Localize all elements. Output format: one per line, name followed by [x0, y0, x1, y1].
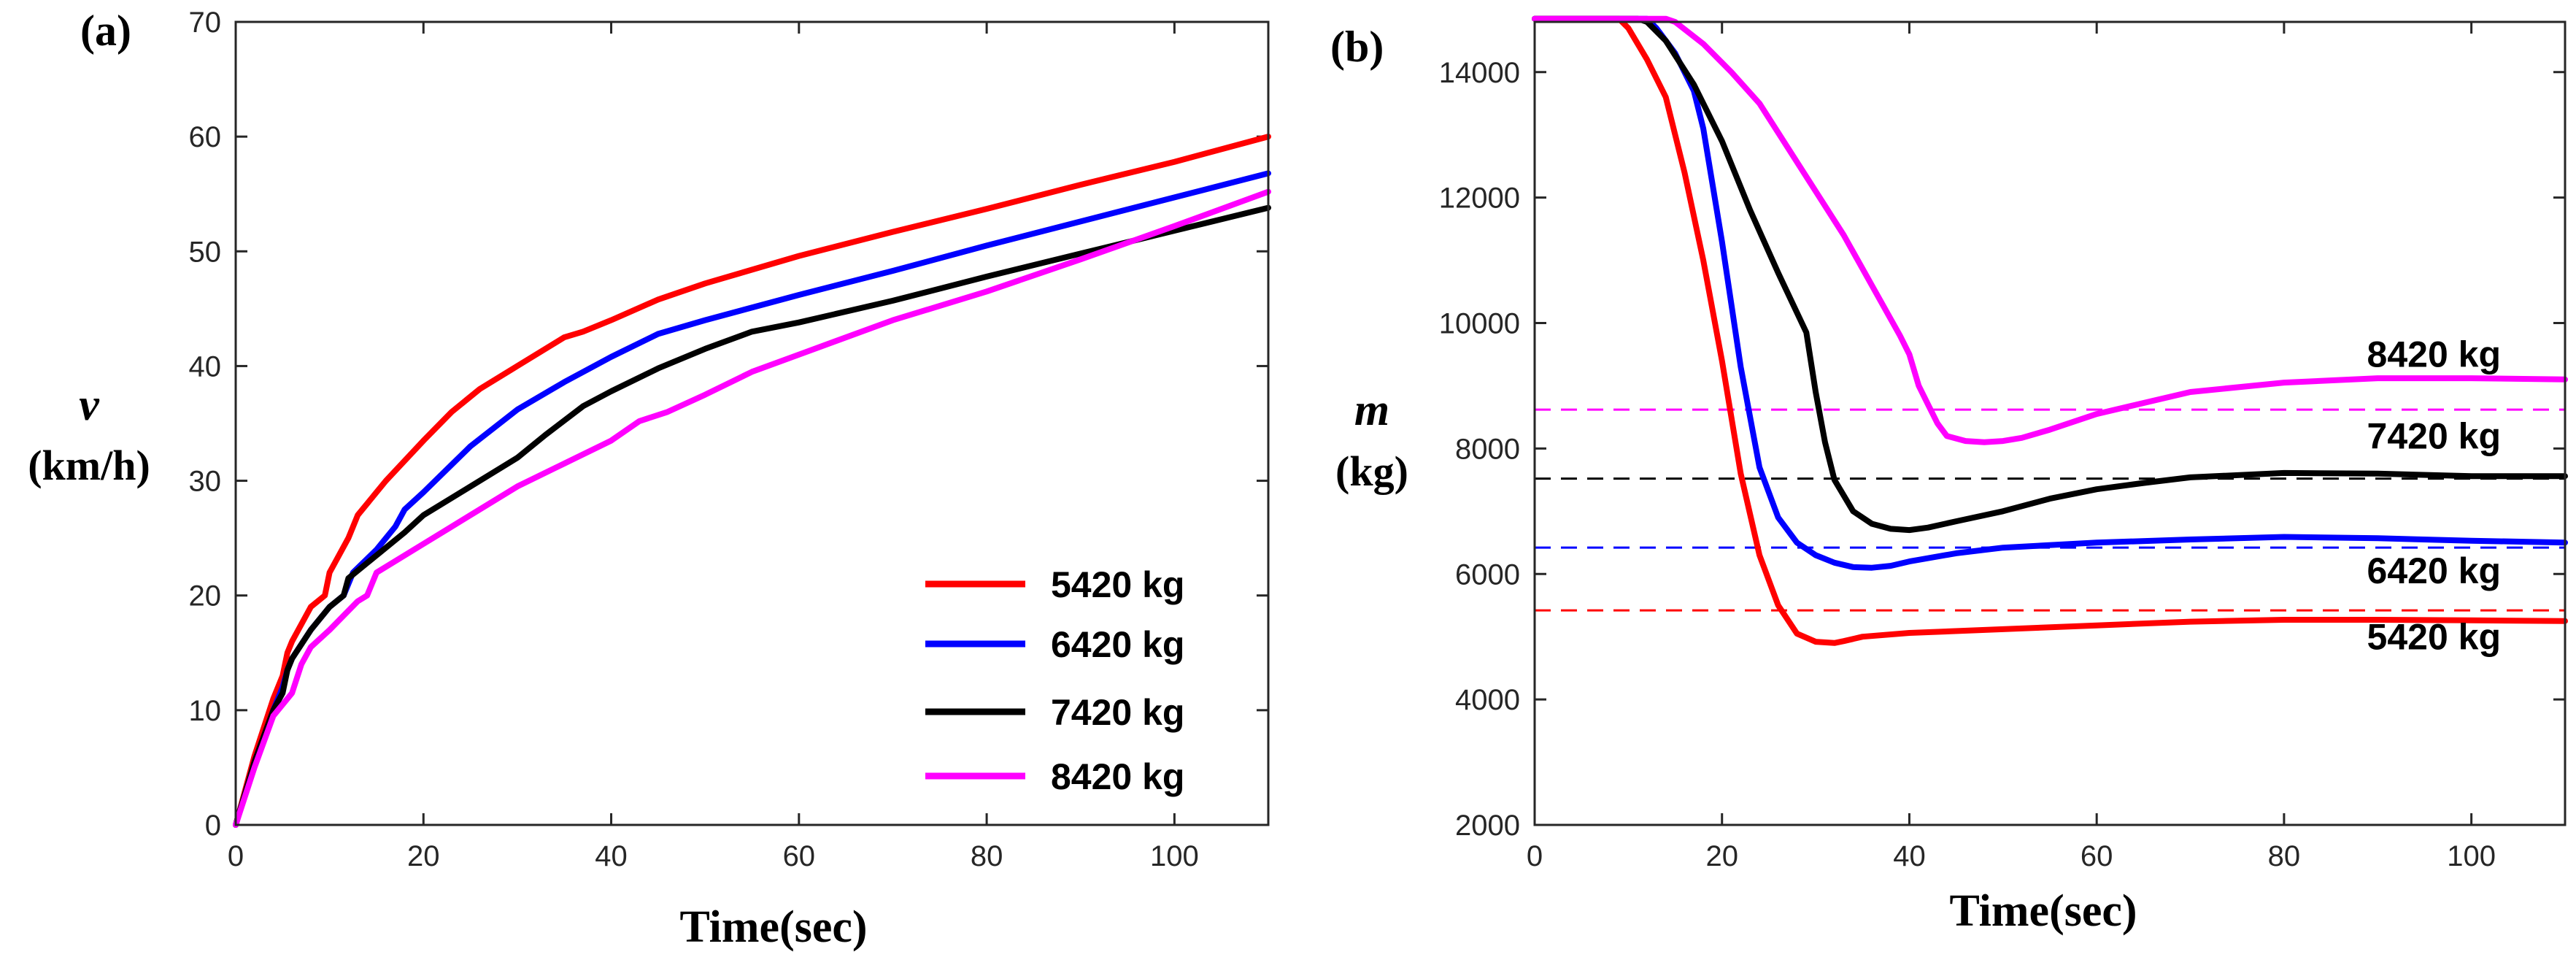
panel-a-ticks: 0 20 40 60 80 100 0 10 20 30 40 50 60 70	[189, 7, 1268, 872]
panel-a-axes-frame	[234, 20, 1270, 826]
panel-a-xtick-label: 40	[595, 840, 628, 872]
panel-b-xtick-label: 20	[1705, 840, 1738, 872]
panel-a-ylabel-unit: (km/h)	[28, 442, 150, 489]
panel-a-xtick-label: 100	[1150, 840, 1199, 872]
panel-b-ylabel-unit: (kg)	[1335, 447, 1408, 495]
panel-a-ytick-label: 40	[189, 350, 222, 383]
panel-b-ticks: 0 20 40 60 80 100 2000 4000 6000 8000 10000 12000 14…	[1439, 22, 2565, 872]
panel-a-series-8420-kg	[233, 188, 1271, 828]
panel-b-series-7420-kg	[1532, 15, 2568, 534]
legend-label-7420: 7420 kg	[1051, 692, 1184, 733]
panel-a-ytick-label: 70	[189, 7, 222, 39]
panel-b-series	[1532, 15, 2568, 646]
panel-b-ytick-label: 2000	[1455, 810, 1520, 842]
panel-a-ytick-label: 30	[189, 466, 222, 498]
panel-a-xtick-label: 80	[971, 840, 1003, 872]
panel-a-series-5420-kg	[233, 134, 1271, 828]
panel-a-label: (a)	[80, 7, 131, 55]
legend-label-5420: 5420 kg	[1051, 564, 1184, 605]
panel-b-ytick-label: 14000	[1439, 57, 1520, 89]
panel-a-ytick-label: 50	[189, 236, 222, 268]
panel-b-xtick-label: 40	[1893, 840, 1926, 872]
annotation-5420-kg: 5420 kg	[2367, 616, 2501, 657]
panel-b-ytick-label: 6000	[1455, 558, 1520, 591]
panel-a: (a) v (km/h) Time(sec) 0 20 40 60 80 100 0 10 20…	[28, 7, 1271, 952]
panel-a-ytick-label: 0	[205, 810, 221, 842]
panel-b-ytick-label: 12000	[1439, 183, 1520, 215]
annotation-8420-kg: 8420 kg	[2367, 334, 2501, 375]
annotation-7420-kg: 7420 kg	[2367, 415, 2501, 456]
panel-b-xtick-label: 60	[2081, 840, 2113, 872]
panel-a-xtick-label: 0	[228, 840, 244, 872]
annotation-6420-kg: 6420 kg	[2367, 550, 2501, 591]
panel-a-ytick-label: 20	[189, 580, 222, 612]
panel-b-xtick-label: 100	[2447, 840, 2496, 872]
panel-a-ytick-label: 10	[189, 695, 222, 727]
panel-b: (b) m (kg) Time(sec) 0 20 40 60 80 100 2000 400…	[1330, 15, 2568, 936]
panel-b-series-8420-kg	[1532, 15, 2568, 445]
panel-a-series-7420-kg	[233, 204, 1271, 828]
panel-a-xtick-label: 60	[783, 840, 816, 872]
panel-b-label: (b)	[1330, 23, 1384, 71]
legend-label-6420: 6420 kg	[1051, 624, 1184, 665]
panel-a-ytick-label: 60	[189, 121, 222, 153]
panel-b-ytick-label: 8000	[1455, 433, 1520, 465]
panel-b-xtick-label: 0	[1527, 840, 1543, 872]
panel-b-annotations: 8420 kg 7420 kg 6420 kg 5420 kg	[2367, 334, 2501, 658]
panel-a-series	[233, 134, 1271, 828]
panel-b-xtick-label: 80	[2268, 840, 2301, 872]
panel-b-axes-frame	[1533, 20, 2567, 826]
panel-a-xlabel: Time(sec)	[679, 902, 867, 952]
panel-b-ytick-label: 10000	[1439, 308, 1520, 340]
panel-b-series-6420-kg	[1532, 15, 2568, 571]
panel-b-ytick-label: 4000	[1455, 684, 1520, 716]
panel-a-xtick-label: 20	[407, 840, 440, 872]
legend-label-8420: 8420 kg	[1051, 756, 1184, 797]
panel-b-ylabel-variable: m	[1354, 385, 1389, 435]
panel-b-series-5420-kg	[1532, 15, 2568, 646]
panel-a-legend: 5420 kg 6420 kg 7420 kg 8420 kg	[925, 564, 1184, 797]
panel-a-ylabel-variable: v	[79, 380, 100, 430]
panel-b-xlabel: Time(sec)	[1949, 886, 2137, 936]
